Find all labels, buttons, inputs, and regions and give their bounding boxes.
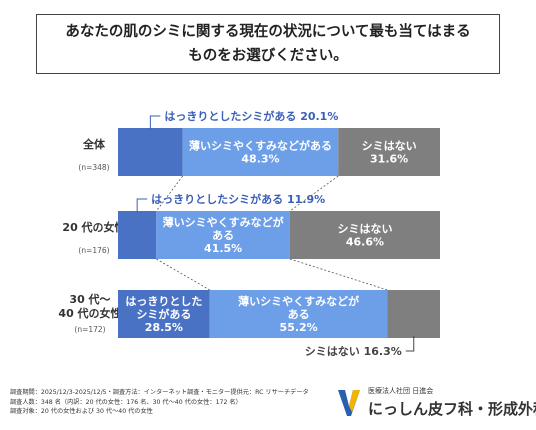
connector-line (155, 175, 184, 212)
segment-value-label: はっきりとしたシミがある 20.1% (164, 109, 338, 123)
connector-line (289, 175, 339, 212)
category-label: 30 代～ 40 代の女性 (58, 292, 121, 320)
stacked-bar-chart: 全体 (n=348) 20 代の女性 (n=176) 30 代～ 40 代の女性 (n=17… (58, 109, 440, 358)
category-n-label: (n=172) (74, 325, 105, 334)
title-box: あなたの肌のシミに関する現在の状況について最も当てはまる ものをお選びください。 (36, 14, 500, 74)
category-label: 20 代の女性 (62, 220, 125, 234)
segment-value-label: シミはない 16.3% (305, 345, 402, 358)
connector-line (156, 258, 210, 291)
clinic-name: にっしん皮フ科・形成外科 (368, 400, 536, 418)
segment-value-label: シミはない 46.6% (337, 223, 392, 249)
segment-value-label: 薄いシミやくすみなどがある 48.3% (189, 139, 332, 166)
bar-segment (289, 211, 440, 259)
callout-line (136, 198, 148, 213)
clinic-logo-block: 医療法人社団 日進会 にっしん皮フ科・形成外科 (336, 384, 536, 424)
category-n-label: (n=348) (78, 163, 109, 172)
category-n-label: (n=176) (78, 246, 109, 255)
bar-segment (338, 128, 440, 176)
bar-segment (118, 211, 157, 259)
clinic-logo-icon (338, 390, 360, 416)
bar-segment (118, 128, 183, 176)
segment-value-label: シミはない 31.6% (362, 140, 417, 166)
segment-value-label: はっきりとしたシミがある 28.5% (125, 295, 202, 334)
segment-value-label: はっきりとしたシミがある 11.9% (151, 192, 325, 206)
bar-segment (209, 290, 388, 338)
bar-segment (156, 211, 290, 259)
bar-segment (118, 290, 210, 338)
category-label: 全体 (82, 137, 106, 151)
callout-line (149, 115, 161, 130)
footer-line-count: 調査人数：348 名（内訳：20 代の女性：176 名、30 代～40 代の女性… (10, 398, 242, 406)
segment-value-label: 薄いシミやくすみなどがある 55.2% (238, 294, 359, 334)
segment-value-label: 薄いシミやくすみなどがある 41.5% (163, 215, 284, 255)
callout-line (405, 336, 415, 352)
survey-footer: 調査期間：2025/12/3-2025/12/5・調査方法：インターネット調査・… (10, 388, 330, 417)
footer-line-period: 調査期間：2025/12/3-2025/12/5・調査方法：インターネット調査・… (10, 389, 309, 396)
footer-line-target: 調査対象：20 代の女性および 30 代～40 代の女性 (10, 408, 153, 415)
bar-segment (387, 290, 440, 338)
clinic-corp-name: 医療法人社団 日進会 (368, 387, 434, 395)
chart-title: あなたの肌のシミに関する現在の状況について最も当てはまる ものをお選びください。 (65, 24, 471, 64)
bar-segment (182, 128, 339, 176)
connector-line (289, 258, 388, 291)
